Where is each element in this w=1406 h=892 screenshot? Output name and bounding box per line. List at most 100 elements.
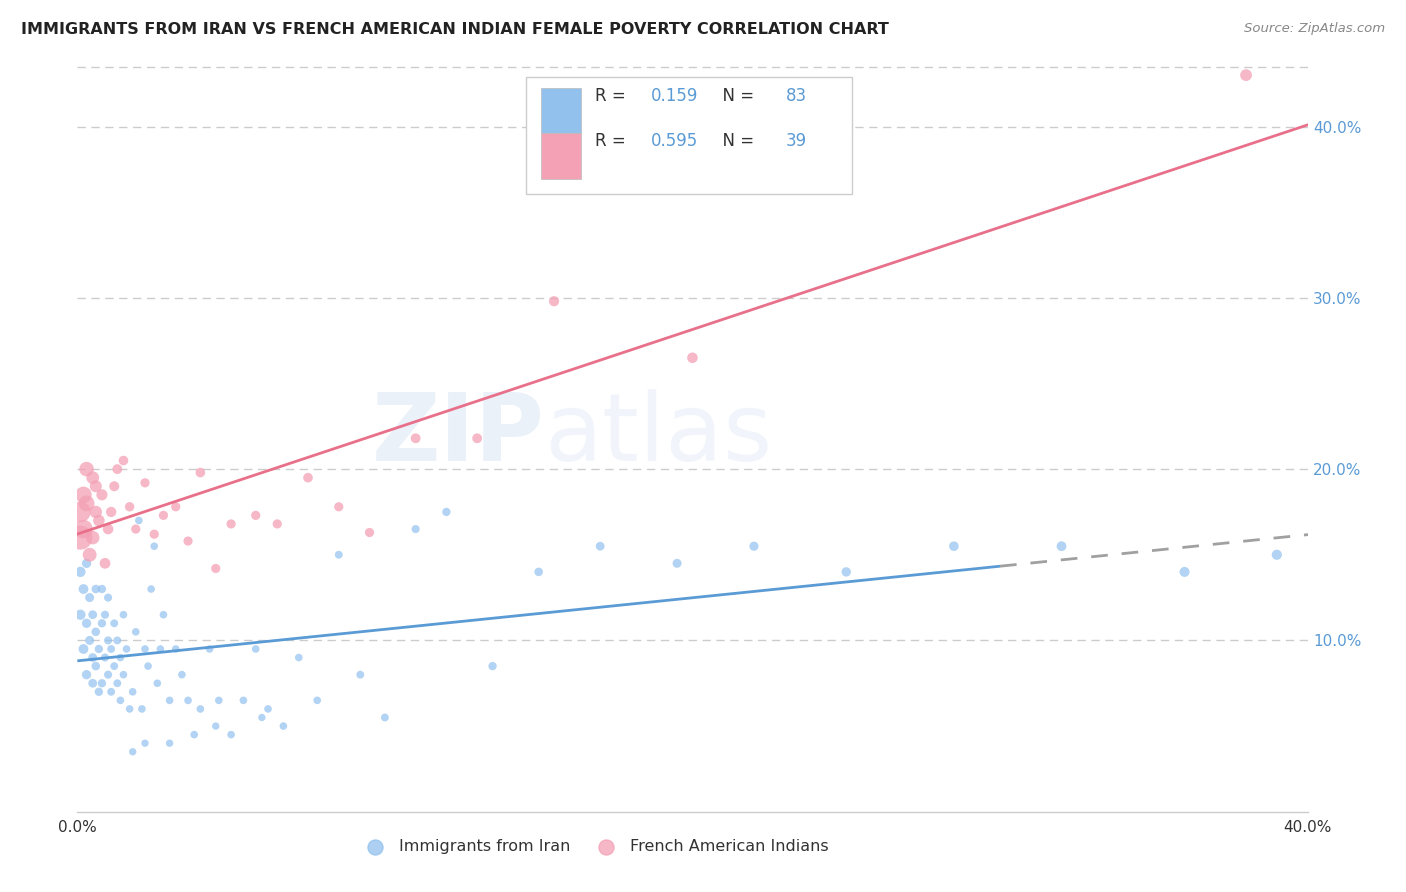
Point: [100, 685, 122, 699]
Text: R =: R =: [595, 87, 631, 104]
Point: [97, 522, 120, 536]
Point: [131, 702, 153, 716]
Point: [84, 505, 107, 519]
Point: [141, 582, 163, 596]
Point: [942, 539, 965, 553]
Point: [121, 745, 143, 759]
Point: [543, 294, 565, 309]
Point: [84, 479, 107, 493]
Point: [405, 431, 427, 445]
Point: [87, 514, 110, 528]
Text: ZIP: ZIP: [373, 389, 546, 481]
Point: [481, 659, 503, 673]
Point: [152, 508, 174, 523]
Text: R =: R =: [595, 132, 631, 150]
Text: 0.159: 0.159: [651, 87, 697, 104]
Point: [219, 728, 242, 742]
Point: [79, 633, 101, 648]
Point: [134, 642, 156, 657]
Point: [204, 561, 226, 575]
Point: [94, 557, 117, 571]
Point: [82, 650, 104, 665]
Point: [84, 659, 107, 673]
Point: [112, 453, 135, 467]
Point: [103, 479, 125, 493]
Point: [125, 522, 148, 536]
Legend: Immigrants from Iran, French American Indians: Immigrants from Iran, French American In…: [353, 832, 835, 860]
Point: [72, 582, 94, 596]
Point: [103, 616, 125, 631]
Point: [121, 685, 143, 699]
Point: [143, 527, 166, 541]
Point: [250, 710, 273, 724]
Point: [79, 591, 101, 605]
Point: [183, 728, 205, 742]
Point: [204, 719, 226, 733]
Point: [134, 475, 156, 490]
Point: [742, 539, 765, 553]
Point: [1265, 548, 1288, 562]
Point: [90, 582, 114, 596]
Text: 83: 83: [786, 87, 807, 104]
Point: [72, 488, 94, 502]
Point: [105, 633, 128, 648]
Point: [100, 505, 122, 519]
Point: [69, 505, 91, 519]
Point: [79, 548, 101, 562]
Point: [349, 667, 371, 681]
Point: [1050, 539, 1073, 553]
Point: [232, 693, 254, 707]
Point: [90, 616, 114, 631]
Point: [146, 676, 169, 690]
Text: N =: N =: [713, 132, 759, 150]
Point: [105, 462, 128, 476]
Point: [374, 710, 396, 724]
Point: [266, 516, 288, 531]
Point: [465, 431, 488, 445]
Point: [405, 522, 427, 536]
Bar: [541, 133, 581, 178]
Text: Source: ZipAtlas.com: Source: ZipAtlas.com: [1244, 22, 1385, 36]
FancyBboxPatch shape: [526, 77, 852, 194]
Point: [94, 607, 117, 622]
Point: [307, 693, 329, 707]
Point: [110, 650, 132, 665]
Point: [188, 466, 212, 480]
Point: [72, 522, 94, 536]
Point: [589, 539, 612, 553]
Point: [76, 667, 98, 681]
Point: [112, 667, 135, 681]
Point: [134, 736, 156, 750]
Point: [115, 642, 138, 657]
Point: [159, 693, 181, 707]
Point: [328, 500, 350, 514]
Point: [84, 624, 107, 639]
Point: [94, 650, 117, 665]
Point: [1174, 565, 1197, 579]
Point: [69, 565, 91, 579]
Point: [112, 607, 135, 622]
Point: [208, 693, 231, 707]
Point: [527, 565, 550, 579]
Point: [682, 351, 704, 365]
Point: [100, 642, 122, 657]
Point: [1234, 68, 1257, 82]
Point: [82, 607, 104, 622]
Text: atlas: atlas: [546, 389, 773, 481]
Text: IMMIGRANTS FROM IRAN VS FRENCH AMERICAN INDIAN FEMALE POVERTY CORRELATION CHART: IMMIGRANTS FROM IRAN VS FRENCH AMERICAN …: [21, 22, 889, 37]
Point: [90, 488, 114, 502]
Point: [297, 471, 319, 485]
Point: [90, 676, 114, 690]
Point: [76, 496, 98, 510]
Point: [87, 642, 110, 657]
Point: [136, 659, 159, 673]
Point: [82, 531, 104, 545]
Point: [105, 676, 128, 690]
Point: [198, 642, 221, 657]
Point: [87, 685, 110, 699]
Point: [245, 508, 267, 523]
Point: [103, 659, 125, 673]
Point: [436, 505, 458, 519]
Point: [257, 702, 280, 716]
Point: [666, 557, 689, 571]
